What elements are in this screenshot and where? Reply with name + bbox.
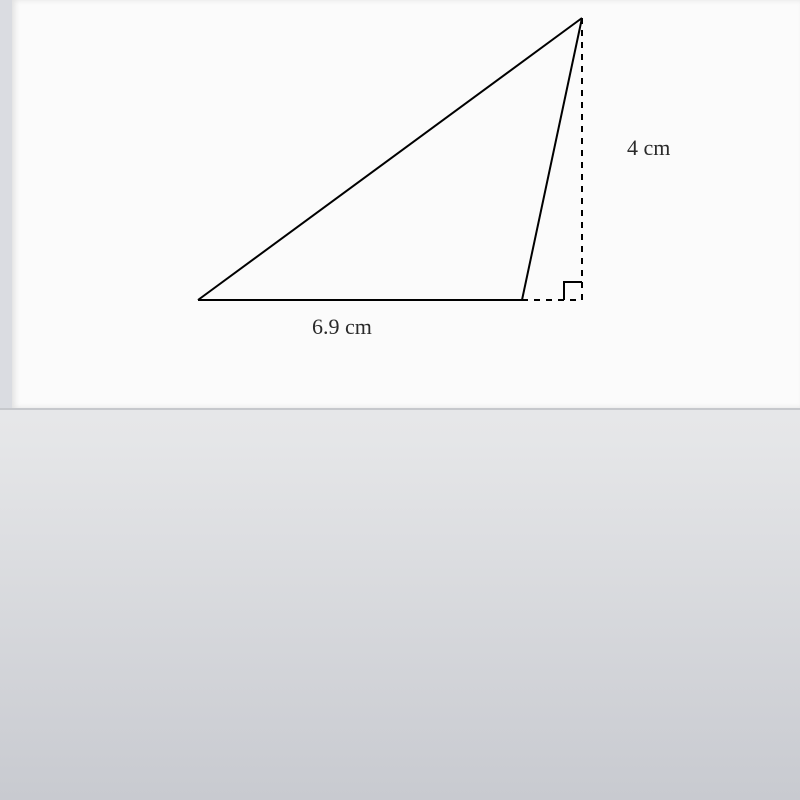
base-label: 6.9 cm: [312, 314, 372, 340]
panel-divider: [0, 408, 800, 410]
height-label: 4 cm: [627, 135, 670, 161]
diagram-panel: 4 cm 6.9 cm: [12, 0, 800, 408]
workspace-left-rail: [0, 0, 12, 408]
triangle-right-side: [522, 18, 582, 300]
right-angle-marker: [564, 282, 582, 300]
triangle-figure: 4 cm 6.9 cm: [12, 0, 800, 408]
triangle-hypotenuse: [198, 18, 582, 300]
